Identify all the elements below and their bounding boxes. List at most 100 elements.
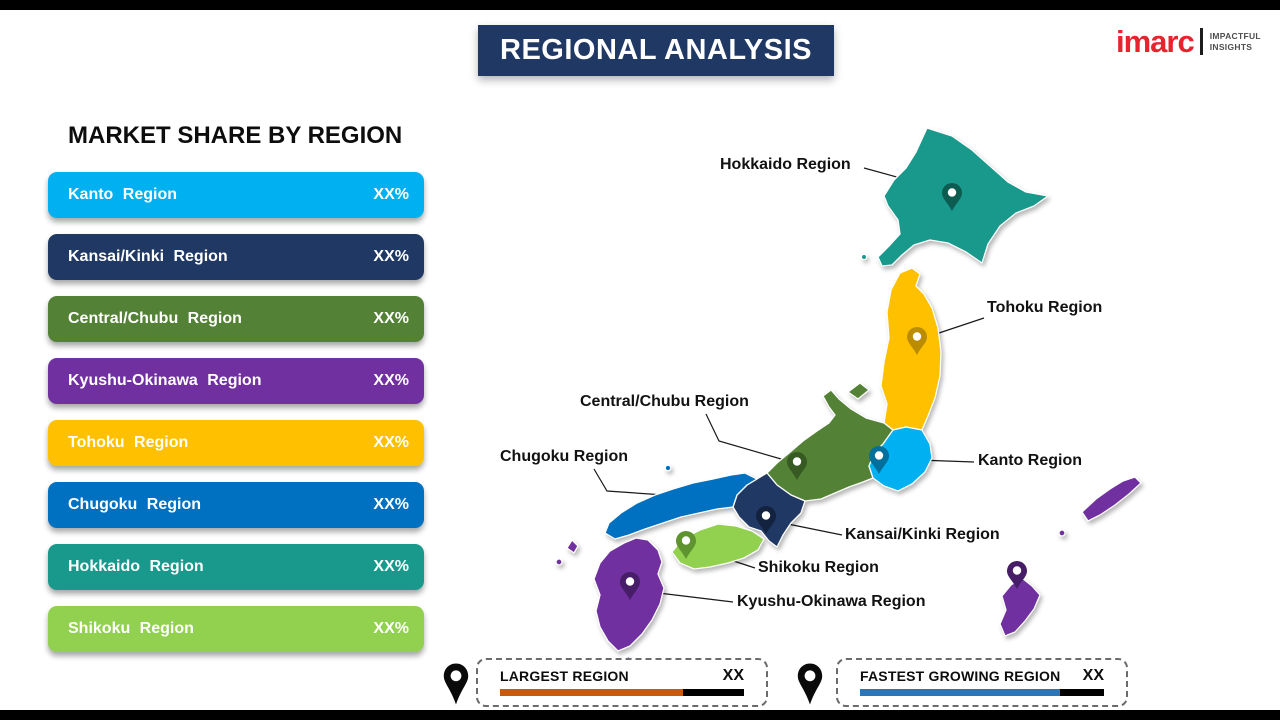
pin-dot — [761, 511, 771, 520]
map-region-hokkaido — [877, 127, 1049, 267]
share-bar-tohoku: Tohoku Region XX% — [48, 420, 424, 466]
map-island-awaji — [737, 527, 747, 537]
pin-icon — [756, 506, 776, 534]
map-island-amami — [1081, 476, 1142, 522]
share-bar-value: XX% — [373, 310, 409, 327]
legend-bar-end-segment — [683, 689, 744, 696]
share-bar-label: Hokkaido Region — [68, 558, 204, 575]
legend-fastest-bar — [860, 689, 1104, 696]
map-island-oki — [664, 464, 672, 472]
share-bar-value: XX% — [373, 620, 409, 637]
map-region-tohoku — [880, 267, 942, 431]
map-label-kanto: Kanto Region — [978, 452, 1082, 469]
share-bar-value: XX% — [373, 372, 409, 389]
legend-row: FASTEST GROWING REGION XX — [860, 667, 1104, 685]
pin-dot — [804, 670, 816, 682]
legend-fastest-value: XX — [1082, 667, 1104, 684]
connector-shikoku — [696, 548, 756, 569]
pin-dot — [912, 332, 922, 341]
map-region-kyushu — [593, 537, 665, 652]
map-island-okushiri — [860, 253, 868, 261]
connector-hokkaido — [863, 167, 945, 191]
share-bar-label: Tohoku Region — [68, 434, 189, 451]
map-label-chugoku: Chugoku Region — [500, 448, 628, 465]
pin-icon — [869, 446, 889, 474]
legend-bar-main-segment — [500, 689, 683, 696]
pin-dot — [1012, 566, 1022, 575]
connector-chugoku — [593, 468, 665, 496]
map-label-shikoku: Shikoku Region — [758, 559, 879, 576]
pin-icon — [620, 572, 640, 600]
map-island-okinawa — [999, 577, 1041, 637]
market-share-list: Kanto Region XX% Kansai/Kinki Region XX%… — [48, 172, 424, 652]
map-label-kyushu-okinawa: Kyushu-Okinawa Region — [737, 593, 926, 610]
share-bar-kyushu-okinawa: Kyushu-Okinawa Region XX% — [48, 358, 424, 404]
map-region-shikoku — [671, 523, 765, 570]
map-label-chubu: Central/Chubu Region — [580, 393, 749, 410]
legend-bar-end-segment — [1060, 689, 1104, 696]
share-bar-value: XX% — [373, 186, 409, 203]
connector-tohoku — [923, 317, 985, 339]
map-pin-kyushu — [620, 572, 640, 600]
share-bar-kansai: Kansai/Kinki Region XX% — [48, 234, 424, 280]
top-black-strip — [0, 0, 1280, 10]
map-island-tsushima — [566, 539, 579, 554]
map-island-sado — [847, 382, 870, 400]
map-region-kansai — [732, 472, 806, 548]
pin-icon — [1007, 561, 1027, 589]
share-bar-value: XX% — [373, 558, 409, 575]
page-title: REGIONAL ANALYSIS — [478, 25, 834, 76]
map-pin-tohoku — [907, 327, 927, 355]
map-island-goto — [555, 558, 563, 566]
map-pin-hokkaido — [942, 183, 962, 211]
imarc-logo: imarc IMPACTFUL INSIGHTS — [1116, 26, 1261, 57]
map-region-chugoku — [604, 472, 758, 540]
pin-dot — [681, 536, 691, 545]
map-island-chain-speck — [1058, 529, 1066, 537]
pin-icon — [787, 452, 807, 480]
map-pin-kanto — [869, 446, 889, 474]
market-share-heading: MARKET SHARE BY REGION — [68, 122, 403, 149]
share-bar-label: Shikoku Region — [68, 620, 194, 637]
map-label-kansai: Kansai/Kinki Region — [845, 526, 1000, 543]
share-bar-label: Chugoku Region — [68, 496, 201, 513]
pin-icon — [942, 183, 962, 211]
share-bar-hokkaido: Hokkaido Region XX% — [48, 544, 424, 590]
pin-body — [443, 663, 469, 705]
logo-tagline-line1: IMPACTFUL — [1209, 30, 1261, 41]
share-bar-value: XX% — [373, 248, 409, 265]
share-bar-chugoku: Chugoku Region XX% — [48, 482, 424, 528]
share-bar-shikoku: Shikoku Region XX% — [48, 606, 424, 652]
legend-fastest-growing-region: FASTEST GROWING REGION XX — [836, 658, 1128, 707]
pin-icon — [907, 327, 927, 355]
share-bar-kanto: Kanto Region XX% — [48, 172, 424, 218]
share-bar-value: XX% — [373, 496, 409, 513]
connector-kyushu-okinawa — [641, 590, 734, 603]
pin-dot — [625, 577, 635, 586]
page-title-text: REGIONAL ANALYSIS — [500, 34, 812, 66]
map-label-hokkaido: Hokkaido Region — [720, 156, 851, 173]
legend-fastest-label: FASTEST GROWING REGION — [860, 668, 1061, 684]
connector-chubu — [705, 413, 789, 462]
legend-pin-icon-fastest — [797, 663, 823, 705]
map-pin-shikoku — [676, 531, 696, 559]
share-bar-value: XX% — [373, 434, 409, 451]
legend-largest-label: LARGEST REGION — [500, 668, 629, 684]
legend-pin-icon-largest — [443, 663, 469, 705]
logo-tagline-line2: INSIGHTS — [1209, 41, 1253, 52]
legend-bar-main-segment — [860, 689, 1061, 696]
pin-dot — [792, 457, 802, 466]
pin-body — [797, 663, 823, 705]
share-bar-label: Kanto Region — [68, 186, 177, 203]
logo-divider — [1199, 28, 1203, 55]
map-region-kanto — [868, 426, 933, 492]
map-pin-okinawa — [1007, 561, 1027, 589]
bottom-black-strip — [0, 710, 1280, 720]
legend-largest-value: XX — [722, 667, 744, 684]
pin-icon — [676, 531, 696, 559]
share-bar-label: Kyushu-Okinawa Region — [68, 372, 262, 389]
map-pin-kansai — [756, 506, 776, 534]
pin-dot — [450, 670, 462, 682]
map-pin-chubu — [787, 452, 807, 480]
